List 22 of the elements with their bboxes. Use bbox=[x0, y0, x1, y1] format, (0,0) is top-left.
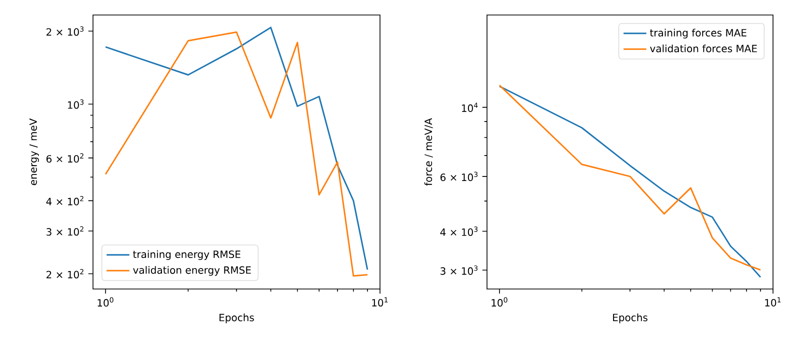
y-tick-label: 10$^{4}$ bbox=[462, 102, 478, 112]
legend-label: training forces MAE bbox=[650, 28, 746, 38]
x-tick-label: 10$^{0}$ bbox=[98, 297, 114, 307]
y-axis-title: energy / meV bbox=[30, 118, 39, 186]
y-tick-label: 6 × 10$^{2}$ bbox=[46, 153, 84, 163]
x-tick-label: 10$^{0}$ bbox=[492, 297, 508, 307]
y-tick-label: 3 × 10$^{3}$ bbox=[440, 265, 478, 275]
x-tick-label: 10$^{1}$ bbox=[765, 297, 781, 307]
legend-label: validation energy RMSE bbox=[133, 266, 251, 276]
y-tick-label: 2 × 10$^{2}$ bbox=[46, 269, 84, 278]
x-tick-label: 10$^{1}$ bbox=[372, 297, 388, 307]
y-axis-title: force / meV/A bbox=[424, 118, 433, 186]
y-tick-label: 4 × 10$^{2}$ bbox=[46, 196, 84, 206]
y-tick-label: 10$^{3}$ bbox=[68, 99, 84, 109]
y-tick-label: 3 × 10$^{2}$ bbox=[46, 226, 84, 236]
y-tick-label: 6 × 10$^{3}$ bbox=[440, 172, 478, 182]
x-axis-title: Epochs bbox=[220, 314, 254, 324]
y-tick-label: 4 × 10$^{3}$ bbox=[440, 226, 478, 236]
legend-label: training energy RMSE bbox=[133, 250, 240, 260]
legend-label: validation forces MAE bbox=[650, 44, 757, 52]
x-axis-title: Epochs bbox=[613, 314, 648, 324]
y-tick-label: 2 × 10$^{3}$ bbox=[46, 26, 84, 36]
